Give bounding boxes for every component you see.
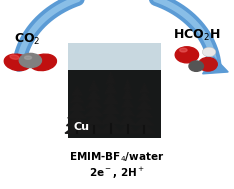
Polygon shape (139, 91, 150, 101)
Polygon shape (101, 112, 120, 123)
FancyBboxPatch shape (68, 70, 161, 138)
Polygon shape (134, 124, 155, 133)
Ellipse shape (189, 61, 204, 71)
Polygon shape (100, 121, 122, 133)
Polygon shape (136, 107, 153, 117)
Polygon shape (135, 115, 154, 125)
Ellipse shape (175, 47, 199, 63)
Polygon shape (137, 99, 151, 109)
Polygon shape (102, 102, 119, 114)
Polygon shape (119, 123, 136, 133)
Polygon shape (203, 57, 228, 74)
Polygon shape (71, 94, 84, 103)
Text: CO$_2$: CO$_2$ (14, 32, 40, 47)
Text: Cu: Cu (74, 122, 90, 132)
Polygon shape (65, 124, 89, 133)
Polygon shape (89, 81, 99, 91)
Ellipse shape (19, 53, 41, 68)
Polygon shape (88, 89, 100, 99)
Polygon shape (104, 92, 118, 104)
Ellipse shape (199, 57, 217, 71)
Text: 2e$^-$, 2H$^+$: 2e$^-$, 2H$^+$ (89, 166, 145, 181)
Ellipse shape (30, 54, 56, 71)
Polygon shape (82, 123, 106, 133)
Polygon shape (85, 106, 103, 116)
Polygon shape (122, 97, 133, 107)
Polygon shape (84, 115, 104, 125)
Polygon shape (121, 105, 134, 116)
Polygon shape (140, 83, 149, 93)
Ellipse shape (180, 48, 187, 52)
Polygon shape (124, 80, 131, 90)
Ellipse shape (10, 55, 19, 59)
Polygon shape (123, 88, 132, 99)
Polygon shape (69, 101, 85, 110)
Polygon shape (86, 98, 102, 108)
Polygon shape (66, 117, 88, 126)
Ellipse shape (202, 47, 216, 57)
Polygon shape (120, 114, 135, 125)
Ellipse shape (4, 54, 31, 71)
FancyBboxPatch shape (68, 43, 161, 138)
Text: HCO$_2$H: HCO$_2$H (173, 28, 220, 43)
Polygon shape (106, 72, 115, 84)
Polygon shape (105, 82, 117, 94)
Polygon shape (72, 86, 82, 95)
Text: EMIM-BF$_4$/water: EMIM-BF$_4$/water (69, 150, 165, 164)
Ellipse shape (25, 56, 32, 59)
Polygon shape (68, 109, 86, 118)
